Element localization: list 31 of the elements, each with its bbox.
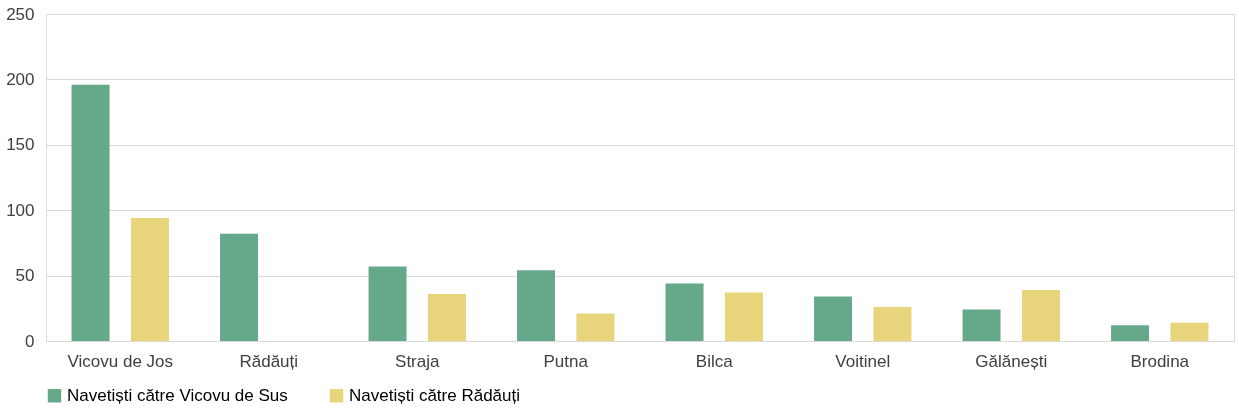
bar — [1021, 289, 1060, 341]
bar — [427, 293, 466, 341]
bar — [873, 306, 912, 341]
legend-label: Navetiști către Vicovu de Sus — [67, 385, 288, 405]
x-tick-label: Brodina — [1130, 351, 1190, 371]
bar — [814, 296, 853, 341]
bar — [517, 270, 556, 341]
y-tick-label: 200 — [6, 69, 35, 89]
x-tick-label: Straja — [395, 351, 440, 371]
x-tick-label: Putna — [543, 351, 589, 371]
bar — [724, 292, 763, 341]
bar — [1111, 325, 1150, 341]
bar — [71, 84, 110, 341]
bar — [220, 233, 259, 341]
x-tick-label: Bilca — [695, 351, 734, 371]
y-tick-label: 0 — [25, 331, 35, 351]
y-tick-label: 50 — [15, 266, 35, 286]
x-tick-label: Gălănești — [975, 351, 1048, 371]
bar — [962, 309, 1001, 341]
y-tick-label: 150 — [6, 135, 35, 155]
bar — [665, 283, 704, 341]
bar — [576, 313, 615, 341]
bar — [368, 266, 407, 341]
bar — [130, 218, 169, 341]
legend-label: Navetiști către Rădăuți — [349, 385, 521, 405]
x-tick-label: Vicovu de Jos — [67, 351, 174, 371]
y-tick-label: 250 — [6, 4, 35, 24]
y-tick-label: 100 — [6, 200, 35, 220]
x-tick-label: Rădăuți — [239, 351, 299, 371]
bar — [1170, 322, 1209, 341]
x-tick-label: Voitinel — [835, 351, 891, 371]
